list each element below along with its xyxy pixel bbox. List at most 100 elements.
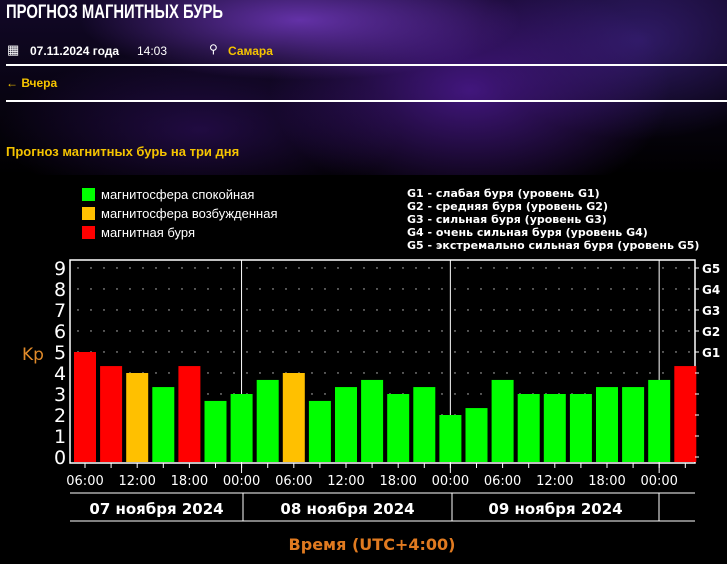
- grid-dot: [558, 351, 560, 353]
- grid-dot: [558, 372, 560, 374]
- grid-dot: [558, 267, 560, 269]
- grid-dot: [220, 309, 222, 311]
- grid-dot: [337, 351, 339, 353]
- grid-dot: [77, 309, 79, 311]
- grid-dot: [311, 393, 313, 395]
- grid-dot: [415, 288, 417, 290]
- grid-dot: [493, 309, 495, 311]
- grid-dot: [519, 288, 521, 290]
- x-tick-label: 18:00: [171, 474, 208, 489]
- grid-dot: [298, 330, 300, 332]
- kp-bar: [126, 373, 149, 462]
- grid-dot: [441, 288, 443, 290]
- grid-dot: [415, 330, 417, 332]
- grid-dot: [194, 309, 196, 311]
- kp-bar: [596, 387, 618, 462]
- grid-dot: [532, 330, 534, 332]
- y-tick-label: 2: [54, 405, 66, 427]
- grid-dot: [220, 372, 222, 374]
- x-tick-label: 06:00: [66, 474, 103, 489]
- grid-dot: [77, 288, 79, 290]
- legend-swatch: [82, 188, 95, 201]
- grid-dot: [480, 372, 482, 374]
- grid-dot: [441, 393, 443, 395]
- grid-dot: [662, 267, 664, 269]
- grid-dot: [324, 393, 326, 395]
- grid-dot: [155, 351, 157, 353]
- grid-dot: [454, 330, 456, 332]
- grid-dot: [454, 309, 456, 311]
- grid-dot: [532, 372, 534, 374]
- kp-bar: [308, 400, 331, 462]
- grid-dot: [129, 330, 131, 332]
- date: 07.11.2024 года: [30, 44, 120, 58]
- grid-dot: [376, 309, 378, 311]
- y-tick-label: 1: [54, 426, 66, 448]
- grid-dot: [545, 330, 547, 332]
- grid-dot: [545, 309, 547, 311]
- kp-bar: [491, 379, 514, 462]
- y-tick-label: 4: [54, 363, 66, 385]
- kp-bar: [465, 408, 488, 462]
- grid-dot: [467, 393, 469, 395]
- grid-dot: [649, 351, 651, 353]
- kp-bar: [543, 394, 566, 462]
- grid-dot: [363, 372, 365, 374]
- grid-dot: [571, 267, 573, 269]
- grid-dot: [259, 288, 261, 290]
- grid-dot: [194, 351, 196, 353]
- kp-bar: [413, 387, 436, 462]
- grid-dot: [402, 288, 404, 290]
- grid-dot: [506, 267, 508, 269]
- grid-dot: [155, 309, 157, 311]
- grid-dot: [103, 309, 105, 311]
- city-link[interactable]: Самара: [228, 44, 273, 58]
- grid-dot: [90, 267, 92, 269]
- grid-dot: [350, 309, 352, 311]
- grid-dot: [116, 330, 118, 332]
- grid-dot: [675, 330, 677, 332]
- day-label: 07 ноября 2024: [89, 500, 223, 518]
- grid-dot: [428, 330, 430, 332]
- grid-dot: [246, 267, 248, 269]
- grid-dot: [285, 267, 287, 269]
- grid-dot: [324, 267, 326, 269]
- y-tick-label: 7: [54, 300, 66, 322]
- grid-dot: [688, 309, 690, 311]
- grid-dot: [597, 351, 599, 353]
- grid-dot: [402, 330, 404, 332]
- kp-bar: [204, 400, 227, 462]
- grid-dot: [324, 288, 326, 290]
- grid-dot: [623, 330, 625, 332]
- grid-dot: [285, 330, 287, 332]
- grid-dot: [454, 267, 456, 269]
- g-levels: G1 - слабая буря (уровень G1) G2 - средня…: [407, 187, 699, 252]
- kp-bar: [387, 394, 410, 462]
- divider: [6, 100, 727, 102]
- plot-frame: [69, 259, 696, 464]
- grid-dot: [610, 288, 612, 290]
- day-label: 08 ноября 2024: [280, 500, 414, 518]
- grid-dot: [103, 288, 105, 290]
- aurora-background: [0, 0, 727, 175]
- grid-dot: [467, 351, 469, 353]
- grid-dot: [285, 309, 287, 311]
- grid-dot: [467, 309, 469, 311]
- grid-dot: [558, 288, 560, 290]
- grid-dot: [363, 309, 365, 311]
- g-tick-label: G5: [702, 262, 720, 276]
- grid-dot: [519, 372, 521, 374]
- legend-item: магнитосфера возбужденная: [82, 206, 278, 221]
- grid-dot: [506, 309, 508, 311]
- g-tick-label: G3: [702, 304, 720, 318]
- grid-dot: [480, 330, 482, 332]
- g-tick-label: G1: [702, 346, 720, 360]
- grid-dot: [493, 330, 495, 332]
- grid-dot: [597, 288, 599, 290]
- grid-dot: [220, 351, 222, 353]
- kp-bar: [335, 387, 357, 462]
- grid-dot: [428, 372, 430, 374]
- grid-dot: [675, 267, 677, 269]
- yesterday-link[interactable]: ← Вчера: [6, 76, 58, 90]
- grid-dot: [636, 330, 638, 332]
